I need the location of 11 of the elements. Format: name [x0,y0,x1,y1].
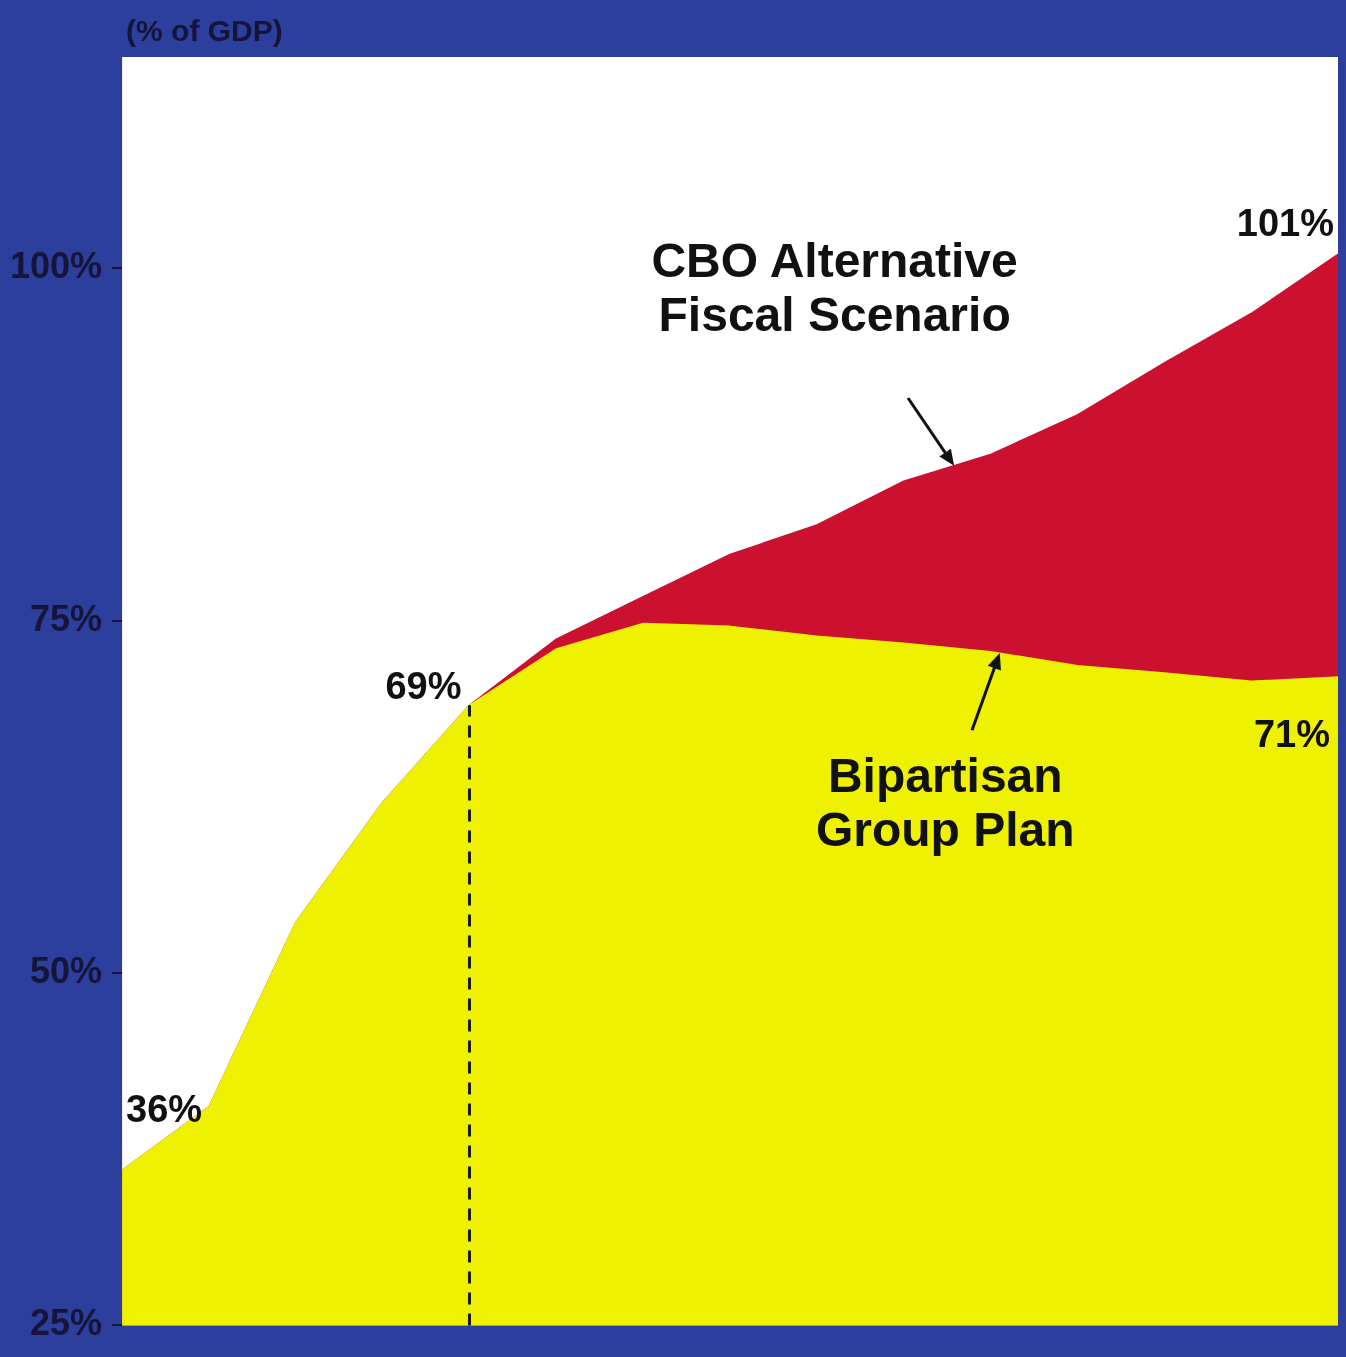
y-axis-title: (% of GDP) [126,14,283,47]
data-label: 69% [385,665,462,708]
series-label: Bipartisan Group Plan [815,748,1075,856]
y-tick-label: 50% [30,949,103,991]
y-tick-label: 25% [30,1302,103,1344]
series-label: CBO Alternative Fiscal Scenario [651,233,1018,341]
data-label: 36% [126,1088,203,1131]
y-tick-label: 100% [10,245,103,287]
y-tick-label: 75% [30,597,103,639]
data-label: 71% [1253,713,1330,756]
data-label: 101% [1236,202,1334,245]
